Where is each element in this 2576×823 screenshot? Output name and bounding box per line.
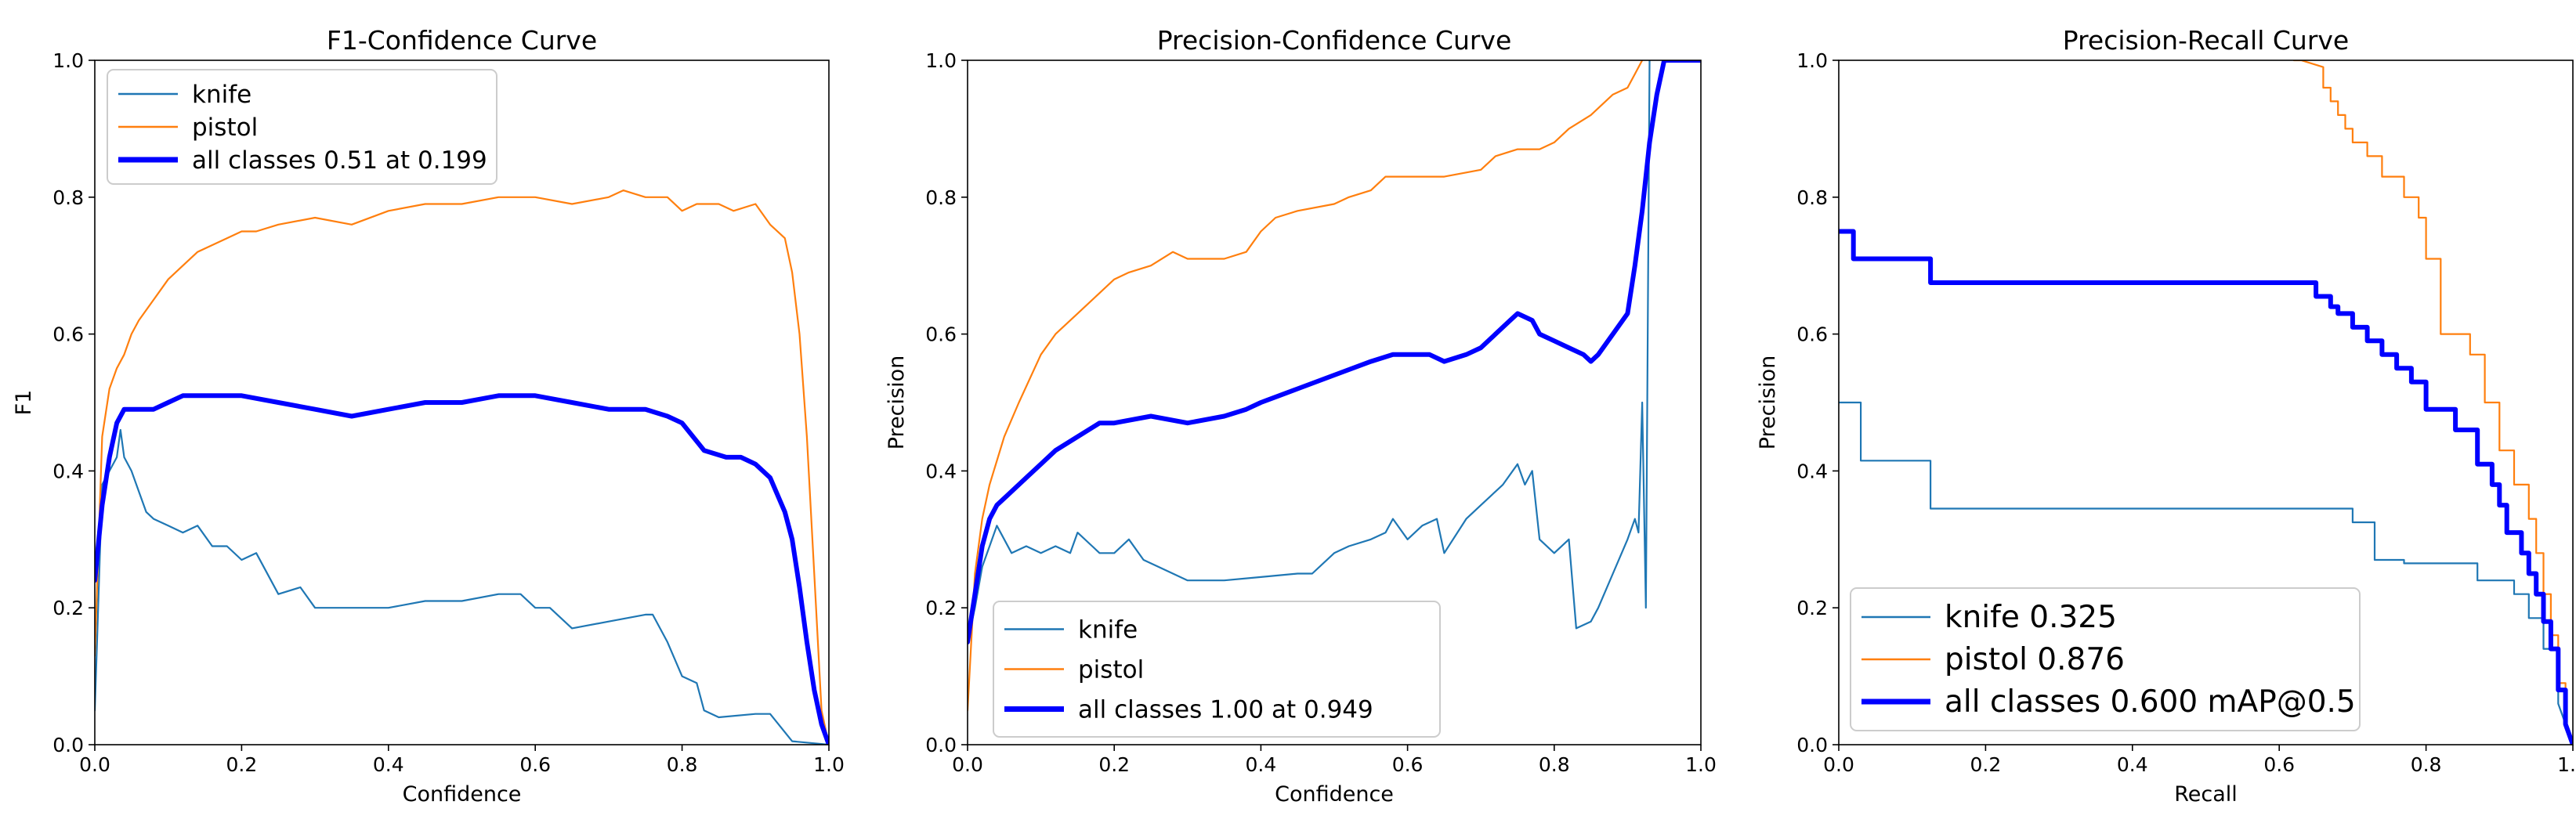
- legend: knife pistol all classes 1.00 at 0.949: [993, 601, 1441, 738]
- x-axis-label: Confidence: [1275, 782, 1394, 807]
- x-tick-label: 0.0: [952, 753, 983, 776]
- x-tick-label: 0.2: [226, 753, 258, 776]
- y-tick-label: 0.0: [52, 734, 84, 756]
- series-line-pistol: [968, 60, 1644, 712]
- chart-panel-2: Precision-Confidence Curve 0.0 0.2 0.4 0.6 0.…: [885, 25, 1717, 807]
- legend-box: [1850, 587, 2361, 731]
- x-tick-label: 0.4: [373, 753, 404, 776]
- y-tick-label: 0.8: [1796, 186, 1828, 209]
- series-line-all: [1839, 229, 2573, 745]
- y-tick-label: 1.0: [52, 49, 84, 72]
- y-tick-label: 0.6: [52, 323, 84, 346]
- series-line-knife: [1839, 401, 2573, 745]
- legend-label-all: all classes 0.600 mAP@0.5: [1945, 684, 2356, 720]
- y-tick-label: 0.2: [52, 597, 84, 619]
- x-tick-label: 0.8: [667, 753, 698, 776]
- x-tick-label: 0.0: [79, 753, 110, 776]
- y-tick-label: 0.0: [1796, 734, 1828, 756]
- legend-label-all: all classes 0.51 at 0.199: [192, 146, 487, 175]
- x-axis-label: Recall: [2174, 782, 2238, 807]
- y-tick-label: 0.2: [925, 597, 957, 619]
- x-tick-label: 0.6: [519, 753, 551, 776]
- legend-box: [107, 69, 497, 185]
- x-tick-label: 1.0: [2557, 753, 2576, 776]
- x-tick-label: 0.8: [1539, 753, 1570, 776]
- legend-label-knife: knife: [192, 81, 251, 109]
- legend: knife pistol all classes 0.51 at 0.199: [107, 69, 497, 185]
- legend: knife 0.325 pistol 0.876 all classes 0.600…: [1850, 587, 2361, 731]
- y-tick-label: 0.0: [925, 734, 957, 756]
- legend-label-knife: knife: [1078, 616, 1138, 644]
- y-tick-label: 0.4: [925, 460, 957, 482]
- y-axis-label: Precision: [885, 356, 909, 449]
- x-tick-label: 1.0: [1685, 753, 1717, 776]
- legend-label-knife: knife 0.325: [1945, 600, 2117, 635]
- chart-title: Precision-Recall Curve: [2063, 25, 2349, 56]
- x-tick-label: 0.4: [2117, 753, 2148, 776]
- chart-title: F1-Confidence Curve: [327, 25, 597, 56]
- series-line-knife: [95, 428, 829, 745]
- y-tick-label: 1.0: [925, 49, 957, 72]
- series-line-pistol: [95, 190, 829, 745]
- legend-label-pistol: pistol: [1078, 656, 1144, 684]
- x-tick-label: 0.2: [1970, 753, 2002, 776]
- series-line-all: [968, 60, 1701, 644]
- x-tick-label: 0.8: [2411, 753, 2442, 776]
- legend-label-all: all classes 1.00 at 0.949: [1078, 696, 1373, 724]
- y-tick-label: 1.0: [1796, 49, 1828, 72]
- y-axis-label: F1: [12, 390, 36, 416]
- legend-box: [993, 601, 1441, 738]
- axes-frame: [967, 60, 1702, 745]
- chart-panel-3: Precision-Recall Curve 0.0 0.2 0.4 0.6 0.8 1. 0…: [1756, 25, 2576, 807]
- y-tick-label: 0.6: [1796, 323, 1828, 346]
- y-axis-label: Precision: [1756, 356, 1780, 449]
- x-tick-label: 0.6: [1392, 753, 1424, 776]
- y-tick-label: 0.4: [1796, 460, 1828, 482]
- chart-title: Precision-Confidence Curve: [1157, 25, 1512, 56]
- legend-label-pistol: pistol 0.876: [1945, 642, 2125, 677]
- axes-frame: [1838, 60, 2574, 745]
- series-line-all: [95, 393, 829, 745]
- y-tick-label: 0.8: [52, 186, 84, 209]
- y-tick-label: 0.4: [52, 460, 84, 482]
- legend-label-pistol: pistol: [192, 114, 258, 142]
- x-axis-label: Confidence: [403, 782, 522, 807]
- y-tick-label: 0.8: [925, 186, 957, 209]
- x-tick-label: 0.4: [1246, 753, 1277, 776]
- y-tick-label: 0.2: [1796, 597, 1828, 619]
- series-line-knife: [968, 60, 1651, 644]
- chart-panel-1: F1-Confidence Curve 0.0 0.2 0.4 0.6 0.8 1.0 0.0…: [12, 25, 845, 807]
- x-tick-label: 0.6: [2263, 753, 2295, 776]
- axes-frame: [94, 60, 830, 745]
- x-tick-label: 0.2: [1098, 753, 1130, 776]
- x-tick-label: 0.0: [1823, 753, 1854, 776]
- series-line-pistol: [2292, 60, 2573, 745]
- x-tick-label: 1.0: [813, 753, 845, 776]
- y-tick-label: 0.6: [925, 323, 957, 346]
